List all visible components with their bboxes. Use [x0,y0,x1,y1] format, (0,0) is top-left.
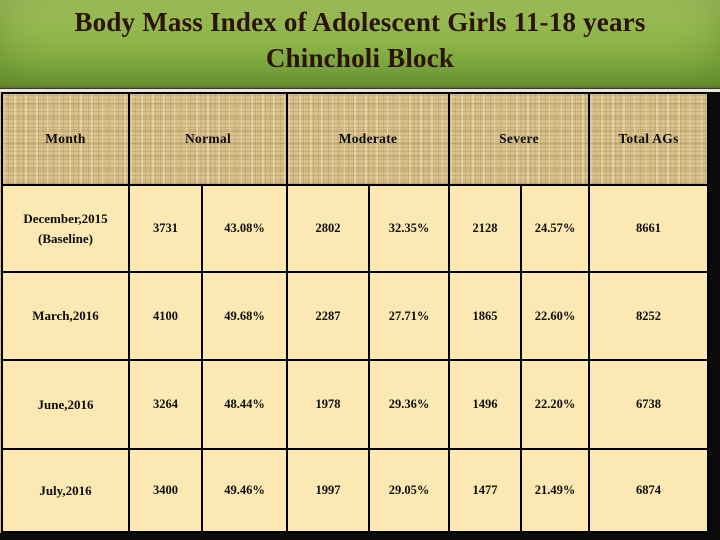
cell-r2-normal-pct: 49.68% [203,273,286,359]
slide-title-line2: Chincholi Block [265,42,455,73]
slide-title: Body Mass Index of Adolescent Girls 11-1… [0,0,720,76]
banner-divider [0,88,720,92]
cell-r2-total-ags: 8252 [590,273,707,359]
bmi-table: Month Normal Moderate Severe Total AGs D… [1,92,709,533]
cell-r2-month: March,2016 [3,273,128,359]
slide-edge-bottom [0,533,720,540]
cell-r4-normal-pct: 49.46% [203,450,286,531]
cell-r4-normal-count: 3400 [130,450,201,531]
slide-body: Month Normal Moderate Severe Total AGs D… [0,92,720,540]
cell-r3-severe-count: 1496 [450,361,520,448]
cell-r3-moderate-count: 1978 [288,361,368,448]
header-moderate: Moderate [288,94,448,184]
cell-r1-severe-count: 2128 [450,186,520,271]
cell-r4-severe-count: 1477 [450,450,520,531]
cell-r3-total-ags: 6738 [590,361,707,448]
slide-edge-right [709,92,720,540]
cell-r3-normal-pct: 48.44% [203,361,286,448]
cell-r2-normal-count: 4100 [130,273,201,359]
cell-r2-moderate-pct: 27.71% [370,273,448,359]
cell-r2-severe-pct: 22.60% [522,273,588,359]
cell-r4-moderate-count: 1997 [288,450,368,531]
cell-r3-severe-pct: 22.20% [522,361,588,448]
title-banner: Body Mass Index of Adolescent Girls 11-1… [0,0,720,88]
cell-r1-total-ags: 8661 [590,186,707,271]
cell-r2-severe-count: 1865 [450,273,520,359]
cell-r4-severe-pct: 21.49% [522,450,588,531]
cell-r3-month: June,2016 [3,361,128,448]
cell-r1-moderate-pct: 32.35% [370,186,448,271]
cell-r1-severe-pct: 24.57% [522,186,588,271]
cell-r1-moderate-count: 2802 [288,186,368,271]
header-total-ags: Total AGs [590,94,707,184]
cell-r3-moderate-pct: 29.36% [370,361,448,448]
slide-title-line1: Body Mass Index of Adolescent Girls 11-1… [74,7,646,37]
cell-r3-normal-count: 3264 [130,361,201,448]
header-month: Month [3,94,128,184]
cell-r2-moderate-count: 2287 [288,273,368,359]
header-normal: Normal [130,94,286,184]
header-severe: Severe [450,94,588,184]
cell-r4-month: July,2016 [3,450,128,531]
cell-r1-normal-pct: 43.08% [203,186,286,271]
cell-r1-month: December,2015 (Baseline) [3,186,128,271]
cell-r1-normal-count: 3731 [130,186,201,271]
cell-r4-moderate-pct: 29.05% [370,450,448,531]
cell-r4-total-ags: 6874 [590,450,707,531]
